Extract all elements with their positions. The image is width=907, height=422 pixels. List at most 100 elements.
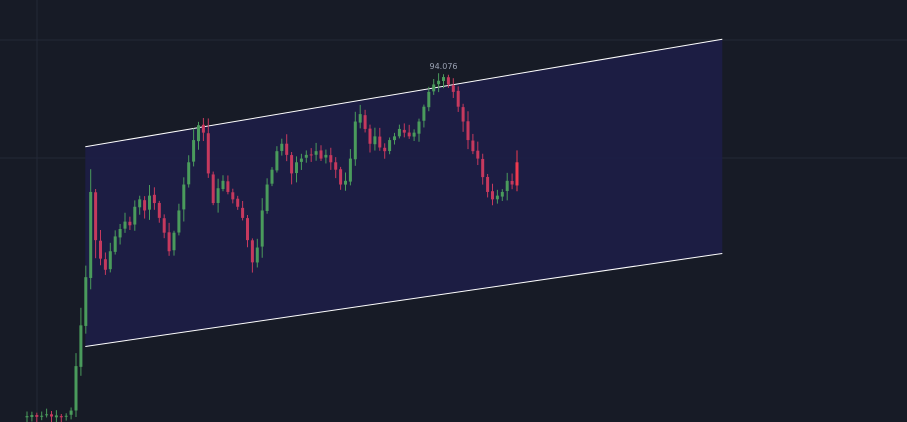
candle-body	[309, 154, 313, 156]
candle	[309, 148, 313, 162]
candle	[241, 200, 245, 221]
candle	[304, 150, 308, 163]
candle-body	[319, 150, 323, 159]
candle-body	[177, 210, 181, 233]
candle	[246, 215, 249, 248]
peak-price-label: 94.076	[430, 62, 458, 71]
candle-body	[255, 247, 259, 263]
candle-body	[74, 366, 78, 411]
candle-body	[84, 277, 88, 326]
candle-body	[35, 415, 39, 417]
candle	[495, 189, 499, 204]
candle	[319, 145, 323, 161]
candle	[148, 185, 151, 220]
candle-body	[446, 77, 450, 85]
candle-body	[162, 218, 166, 233]
candle-body	[417, 121, 421, 134]
candle	[407, 124, 411, 139]
candle-body	[206, 133, 210, 174]
candle-body	[201, 124, 205, 133]
candle-body	[260, 210, 264, 247]
candle-body	[437, 80, 441, 85]
candle	[118, 223, 122, 245]
candle	[187, 155, 191, 188]
candle	[265, 178, 269, 214]
candle-body	[510, 180, 514, 185]
candle	[211, 171, 215, 206]
candle	[162, 214, 166, 239]
candle	[339, 166, 343, 190]
candle-body	[103, 259, 107, 270]
candle	[113, 230, 117, 255]
candle-body	[133, 206, 137, 225]
candle-body	[118, 229, 122, 238]
candle-body	[275, 151, 279, 171]
candle	[280, 138, 284, 156]
candle	[476, 141, 480, 166]
candle-body	[290, 155, 294, 174]
candle-body	[59, 416, 63, 418]
channel-upper-line[interactable]	[85, 38, 723, 148]
candle	[500, 189, 504, 201]
candle-body	[192, 140, 196, 162]
candle	[486, 173, 490, 198]
candle-body	[79, 325, 83, 367]
candle-body	[515, 162, 519, 186]
candle-body	[250, 240, 254, 263]
candle-body	[348, 158, 352, 182]
candle-body	[383, 147, 387, 152]
candle	[216, 178, 220, 213]
channel-lower-line[interactable]	[85, 252, 723, 347]
candle-body	[304, 154, 308, 158]
candle	[133, 200, 137, 231]
candle	[79, 307, 83, 376]
candle	[54, 410, 58, 422]
candle	[172, 230, 176, 256]
candle	[353, 111, 357, 166]
candle	[182, 177, 186, 222]
candle	[324, 149, 328, 164]
candle-body	[339, 169, 343, 185]
candle-body	[187, 162, 191, 185]
candle-body	[216, 188, 220, 203]
candle	[515, 150, 519, 192]
candle-body	[211, 174, 215, 204]
candle	[299, 153, 303, 170]
candle-body	[236, 198, 240, 207]
candle-body	[265, 184, 269, 211]
candle	[143, 196, 147, 219]
candle	[35, 412, 39, 422]
candle	[45, 408, 49, 418]
candle	[275, 146, 279, 173]
candle-body	[368, 128, 372, 144]
candle-body	[226, 181, 230, 192]
candle	[432, 79, 436, 95]
candle	[314, 142, 318, 161]
candle-body	[197, 125, 200, 142]
candle-body	[94, 192, 98, 241]
candle-body	[270, 169, 274, 184]
candles	[25, 73, 519, 422]
candle	[393, 132, 396, 145]
candle	[231, 188, 235, 204]
candle-body	[358, 114, 362, 123]
candle	[505, 172, 509, 201]
candle	[373, 127, 377, 151]
candle	[236, 195, 240, 210]
candle-body	[402, 129, 406, 133]
candle-body	[388, 140, 392, 152]
candle	[201, 117, 205, 142]
candle	[378, 127, 382, 151]
candle	[417, 118, 421, 142]
candle	[152, 187, 156, 210]
candle-body	[231, 192, 235, 200]
candle-body	[344, 180, 347, 185]
candle-body	[329, 155, 333, 163]
candle	[123, 212, 127, 233]
candle	[167, 222, 171, 256]
candle-body	[138, 199, 142, 208]
candle	[471, 133, 475, 155]
candle	[99, 229, 102, 266]
candle-body	[442, 77, 445, 82]
